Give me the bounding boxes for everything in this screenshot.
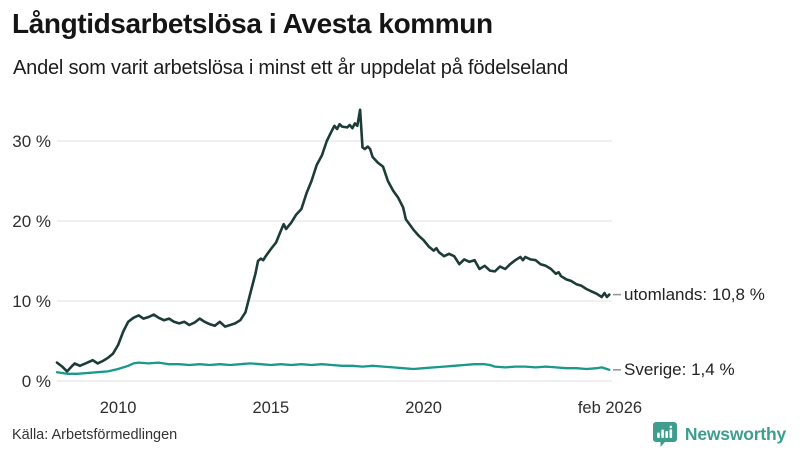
sverige-end-label: Sverige: 1,4 % <box>624 359 735 379</box>
x-tick-label: 2015 <box>252 399 289 417</box>
utomlands-line <box>55 108 611 373</box>
y-tick-label: 0 % <box>22 372 51 391</box>
x-tick-label: 2010 <box>100 399 137 417</box>
source-note: Källa: Arbetsförmedlingen <box>12 427 178 443</box>
x-axis-labels: 2010 2015 2020 feb 2026 <box>100 399 642 417</box>
gridlines <box>57 140 612 382</box>
x-tick-label: 2020 <box>405 399 442 417</box>
page-title: Långtidsarbetslösa i Avesta kommun <box>12 8 493 39</box>
utomlands-end-label: utomlands: 10,8 % <box>624 284 765 304</box>
y-axis-labels: 0 % 10 % 20 % 30 % <box>12 132 51 391</box>
newsworthy-bubble-icon <box>652 422 677 447</box>
y-tick-label: 30 % <box>12 132 51 151</box>
newsworthy-wordmark: Newsworthy <box>684 424 786 444</box>
y-tick-label: 10 % <box>12 292 51 311</box>
chart-subtitle: Andel som varit arbetslösa i minst ett å… <box>13 57 569 79</box>
line-chart: 0 % 10 % 20 % 30 % 2010 2015 2020 feb 2026 <box>12 108 642 417</box>
series-lines <box>55 108 611 375</box>
x-tick-label: feb 2026 <box>578 399 642 417</box>
label-connectors <box>613 293 621 371</box>
sverige-line <box>55 361 611 375</box>
y-tick-label: 20 % <box>12 212 51 231</box>
newsworthy-logo: Newsworthy <box>652 421 786 448</box>
